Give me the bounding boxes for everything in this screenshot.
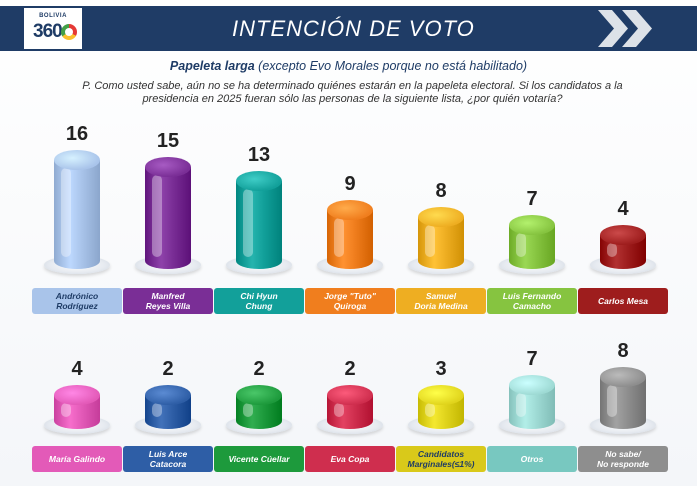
category-label: Samuel Doria Medina [396, 288, 486, 314]
bar-value-label: 7 [526, 187, 538, 210]
bar-value-label: 4 [71, 358, 83, 380]
subtitle-rest: (excepto Evo Morales porque no está habi… [254, 59, 528, 73]
bar-shine [243, 403, 253, 417]
bar-shine [243, 189, 253, 257]
category-label: Candidatos Marginales(≤1%) [396, 446, 486, 472]
bar-shine [152, 403, 162, 417]
bar-top [600, 225, 646, 245]
logo-country: BOLIVIA [39, 13, 67, 19]
bar-value-label: 2 [162, 358, 174, 380]
bar-value-label: 15 [156, 130, 180, 152]
bar-top [54, 385, 100, 405]
bar-shine [152, 175, 162, 257]
bar-top [236, 171, 282, 192]
logo-text: 360 [33, 21, 63, 42]
bar-top [145, 157, 191, 177]
header-bar: BOLIVIA 360 INTENCIÓN DE VOTO [0, 6, 697, 51]
bar-top [54, 149, 100, 170]
bar-top [145, 385, 191, 405]
logo-ring-icon [61, 24, 77, 40]
category-label: Manfred Reyes Villa [123, 288, 213, 314]
bar-top [327, 200, 373, 221]
bar-shine [607, 243, 617, 257]
bar-shine [516, 232, 526, 257]
bar-top [236, 385, 282, 405]
bar-value-label: 2 [253, 358, 265, 380]
bar-value-label: 9 [344, 173, 356, 196]
category-label: No sabe/ No responde [578, 446, 668, 472]
category-label: Vicente Cúellar [214, 446, 304, 472]
survey-question: P. Como usted sabe, aún no se ha determi… [82, 80, 623, 105]
bar-top [509, 214, 555, 235]
bar-shine [334, 403, 344, 417]
page-title: INTENCIÓN DE VOTO [232, 16, 475, 41]
subtitle-bold: Papeleta larga [169, 59, 255, 73]
bar-value-label: 3 [435, 358, 447, 380]
category-label: Luis Fernando Camacho [487, 288, 577, 314]
bar-top [600, 367, 646, 388]
bar-shine [516, 392, 526, 417]
bar-shine [334, 218, 344, 257]
bar-shine [425, 403, 435, 417]
bar-body [145, 167, 191, 269]
bar-shine [425, 225, 435, 257]
bar-value-label: 4 [617, 198, 629, 220]
category-label: Chi Hyun Chung [214, 288, 304, 314]
category-label: Luis Arce Catacora [123, 446, 213, 472]
bar-top [418, 385, 464, 405]
bolivia360-logo: BOLIVIA 360 [22, 6, 84, 51]
category-label: Jorge "Tuto" Quiroga [305, 288, 395, 314]
bar-value-label: 8 [617, 340, 629, 363]
bar-value-label: 2 [344, 358, 356, 380]
bar-value-label: 13 [247, 144, 271, 167]
bar-shine [61, 167, 71, 257]
bar-shine [61, 403, 71, 417]
chevron-right-icon [598, 10, 652, 47]
bar-top [327, 385, 373, 405]
category-label: Carlos Mesa [578, 288, 668, 314]
bar-top [418, 207, 464, 228]
chart-subtitle: Papeleta larga (excepto Evo Morales porq… [0, 59, 697, 73]
category-label: Andrónico Rodríguez [32, 288, 122, 314]
category-label: Eva Copa [305, 446, 395, 472]
bar-value-label: 16 [65, 122, 89, 145]
bar-value-label: 7 [526, 347, 538, 370]
category-label: Otros [487, 446, 577, 472]
bar-body [54, 159, 100, 269]
bar-body [236, 181, 282, 269]
bar-value-label: 8 [435, 180, 447, 203]
bar-top [509, 374, 555, 395]
category-label: María Galindo [32, 446, 122, 472]
bar-shine [607, 385, 617, 417]
